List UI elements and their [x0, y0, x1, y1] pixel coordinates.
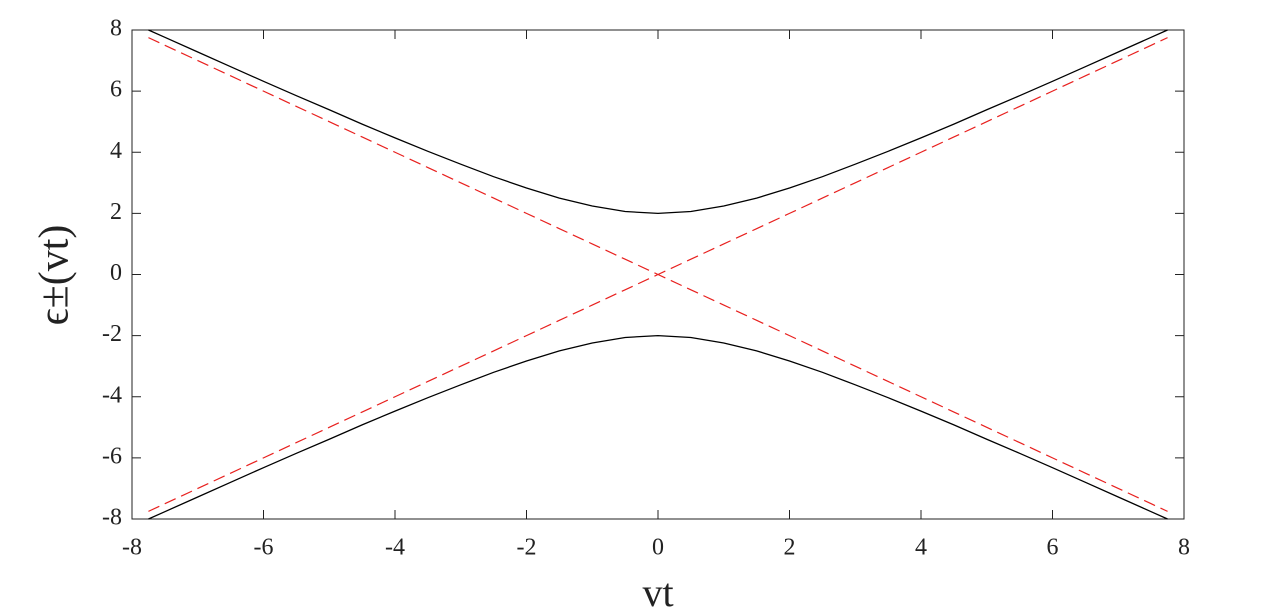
y-tick-label: 2 — [110, 199, 122, 225]
y-tick-label: 6 — [110, 77, 122, 103]
line-series — [148, 29, 1168, 215]
y-tick-label: -2 — [102, 321, 122, 347]
y-tick-label: -8 — [102, 505, 122, 531]
x-tick-label: 0 — [652, 535, 664, 561]
x-tick-label: 2 — [784, 535, 796, 561]
y-tick-label: 4 — [110, 138, 122, 164]
x-axis-label: vt — [642, 570, 673, 615]
y-tick-label: -4 — [102, 382, 122, 408]
y-axis-label: ϵ±(vt) — [32, 225, 78, 326]
x-tick-label: -6 — [254, 535, 274, 561]
line-series — [148, 37, 1168, 512]
y-tick-label: -6 — [102, 443, 122, 469]
line-series — [148, 334, 1168, 520]
x-tick-label: 8 — [1178, 535, 1190, 561]
x-tick-label: 6 — [1047, 535, 1059, 561]
y-tick-label: 0 — [110, 260, 122, 286]
x-tick-label: -2 — [517, 535, 537, 561]
x-tick-label: -4 — [385, 535, 405, 561]
y-tick-label: 8 — [110, 16, 122, 42]
x-tick-label: -8 — [122, 535, 142, 561]
x-tick-label: 4 — [915, 535, 927, 561]
